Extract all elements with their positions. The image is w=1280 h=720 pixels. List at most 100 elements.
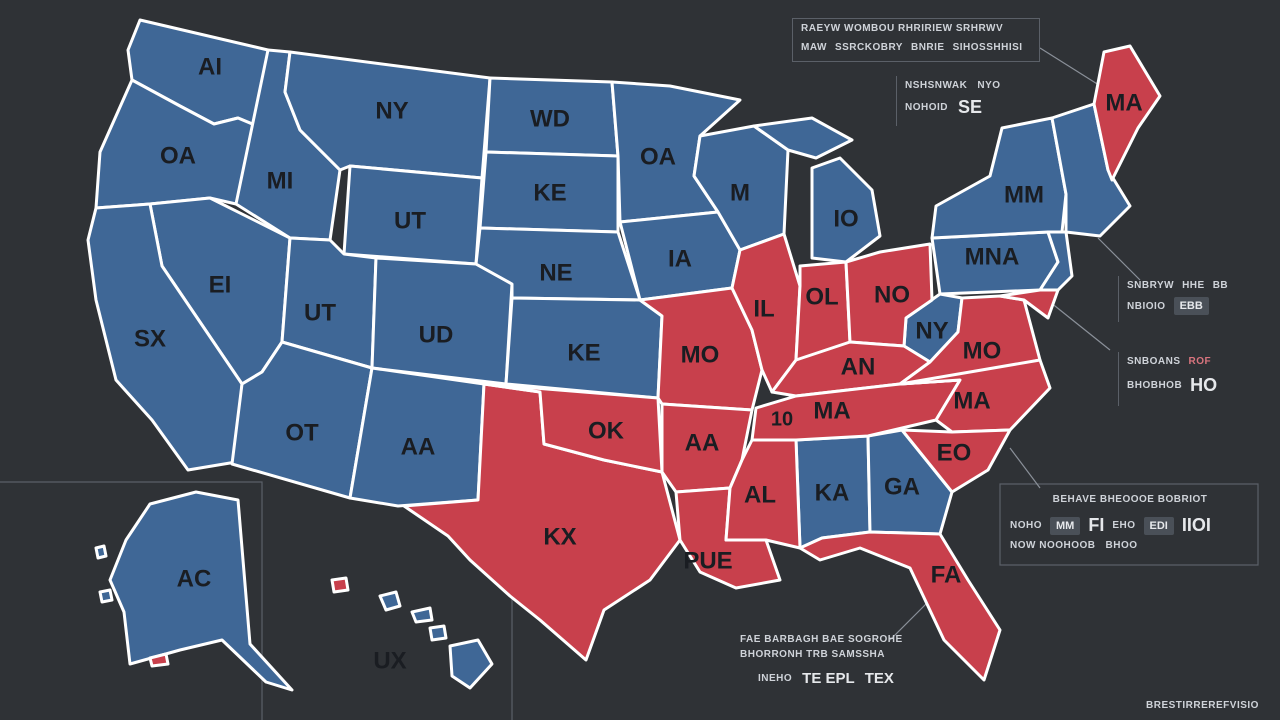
info-panel-right-2: SNBOANS ROF BHOBHOB HO — [1118, 352, 1264, 406]
state-ms[interactable] — [724, 438, 802, 550]
panel-bottom-a: INEHO — [758, 673, 793, 684]
panel-top-line2c: BNRIE — [910, 42, 945, 53]
label-ks: KE — [567, 339, 600, 366]
label-fl: FA — [931, 561, 962, 588]
panel-top-line2a: MAW — [801, 42, 827, 53]
panel-right3-d: EHO — [1112, 520, 1136, 531]
label-ca: SX — [134, 325, 166, 352]
info-panel-right-3: BEHAVE BHEOOOE BOBRIOT NOHO MM FI EHO ED… — [1004, 490, 1256, 562]
label-wa: AI — [198, 53, 222, 80]
label-ny: MM — [1004, 181, 1044, 208]
hi-island-red — [330, 576, 350, 594]
label-tn: MA — [813, 397, 850, 424]
label-pa: MNA — [965, 243, 1020, 270]
panel-right2-a: SNBOANS — [1127, 356, 1181, 367]
ak-island-red — [148, 652, 170, 668]
panel-bottom-line1: FAE BARBAGH BAE SOGROHE — [740, 634, 903, 645]
info-panel-right-1: SNBRYW HHE BB NBIOIO EBB — [1118, 276, 1264, 322]
panel-top-line2b: SSRCKOBRY — [834, 42, 903, 53]
state-md-de[interactable] — [998, 288, 1060, 320]
hi-island-3 — [428, 624, 448, 642]
panel-top-line2d: SIHOSSHHISI — [952, 42, 1023, 53]
panel-right3-h: BHOO — [1105, 540, 1138, 551]
label-sc: EO — [937, 439, 972, 466]
legend-frame — [999, 483, 1259, 566]
leader-line-bottom — [889, 599, 931, 641]
label-ms: AL — [744, 481, 776, 508]
info-panel-top: RAEYW WOMBOU RHRIRIEW SRHRWV MAW SSRCKOB… — [792, 18, 1040, 62]
panel-bottom-b: TE EPL — [802, 670, 855, 687]
state-ny[interactable] — [930, 116, 1068, 240]
label-wv: NY — [915, 317, 948, 344]
label-ok: OK — [588, 417, 625, 444]
state-labels: AI OA MI NY WD KE UT EI SX UT UD NE KE O… — [134, 53, 1143, 674]
panel-right3-a: NOHO — [1010, 520, 1042, 531]
label-hi: UX — [373, 647, 406, 674]
leader-line-right-3 — [1009, 447, 1041, 489]
panel-right3-f: IIOI — [1181, 515, 1211, 535]
panel-right2-b: ROF — [1188, 356, 1212, 367]
label-nv: EI — [209, 271, 232, 298]
label-ga: GA — [884, 473, 920, 500]
panel-top2-line2: NOHOID — [905, 102, 948, 113]
label-mi: IO — [833, 205, 858, 232]
label-in: OL — [805, 283, 838, 310]
state-fl[interactable] — [798, 530, 1002, 682]
label-id: MI — [267, 167, 294, 194]
label-il: IL — [753, 295, 774, 322]
ak-island-2 — [98, 588, 114, 604]
state-hi-big[interactable] — [448, 638, 494, 690]
label-sd: KE — [533, 179, 566, 206]
label-oh: NO — [874, 281, 910, 308]
state-ca[interactable] — [86, 202, 244, 472]
info-panel-bottom: FAE BARBAGH BAE SOGROHE BHORRONH TRB SAM… — [740, 632, 930, 698]
label-va: MO — [963, 337, 1002, 364]
state-mi-lower[interactable] — [810, 156, 882, 264]
label-mt: NY — [375, 97, 408, 124]
panel-top-line1: RAEYW WOMBOU RHRIRIEW SRHRWV — [801, 23, 1004, 34]
panel-right1-c: BB — [1212, 280, 1229, 291]
panel-bottom-c: TEX — [864, 670, 894, 687]
label-nm: AA — [401, 433, 436, 460]
panel-right2-d: HO — [1190, 375, 1218, 395]
panel-top2-line2b: SE — [958, 97, 983, 117]
leader-line-right-2 — [1049, 301, 1111, 351]
panel-right3-e: EDI — [1143, 516, 1174, 535]
label-wy: UT — [394, 207, 426, 234]
panel-right1-a: SNBRYW — [1127, 280, 1175, 291]
label-az: OT — [285, 419, 319, 446]
label-mn: OA — [640, 143, 676, 170]
state-ga[interactable] — [866, 428, 954, 536]
leader-line-right-1 — [1097, 237, 1141, 281]
panel-right1-d: NBIOIO — [1127, 300, 1166, 312]
label-nc: MA — [953, 387, 990, 414]
panel-top2-line1: NSHSNWAK — [905, 80, 968, 91]
state-ak[interactable] — [108, 490, 294, 692]
hi-island-2 — [410, 606, 434, 624]
label-la: PUE — [683, 547, 732, 574]
state-sc[interactable] — [900, 428, 1012, 494]
label-tx: KX — [543, 523, 576, 550]
label-mo: MO — [681, 341, 720, 368]
state-me[interactable] — [1092, 44, 1162, 182]
label-ky: AN — [841, 353, 876, 380]
label-wi: M — [730, 179, 750, 206]
panel-right2-c: BHOBHOB — [1127, 380, 1183, 391]
panel-top2-line1b: NYO — [977, 80, 1001, 91]
panel-right3-b: MM — [1050, 516, 1081, 535]
label-ut: UT — [304, 299, 336, 326]
panel-bottom-line2: BHORRONH TRB SAMSSHA — [740, 649, 885, 660]
label-ne: NE — [539, 259, 572, 286]
label-tn-west: 10 — [771, 408, 793, 430]
label-or: OA — [160, 142, 196, 169]
label-me: MA — [1105, 89, 1142, 116]
hi-island-1 — [378, 590, 402, 612]
panel-right3-c: FI — [1088, 515, 1105, 535]
label-ar: AA — [685, 429, 720, 456]
panel-right1-b: HHE — [1182, 280, 1205, 291]
panel-right3-g: NOW NOOHOOB — [1010, 540, 1096, 551]
state-mi-upper[interactable] — [752, 116, 854, 160]
label-co: UD — [419, 321, 454, 348]
